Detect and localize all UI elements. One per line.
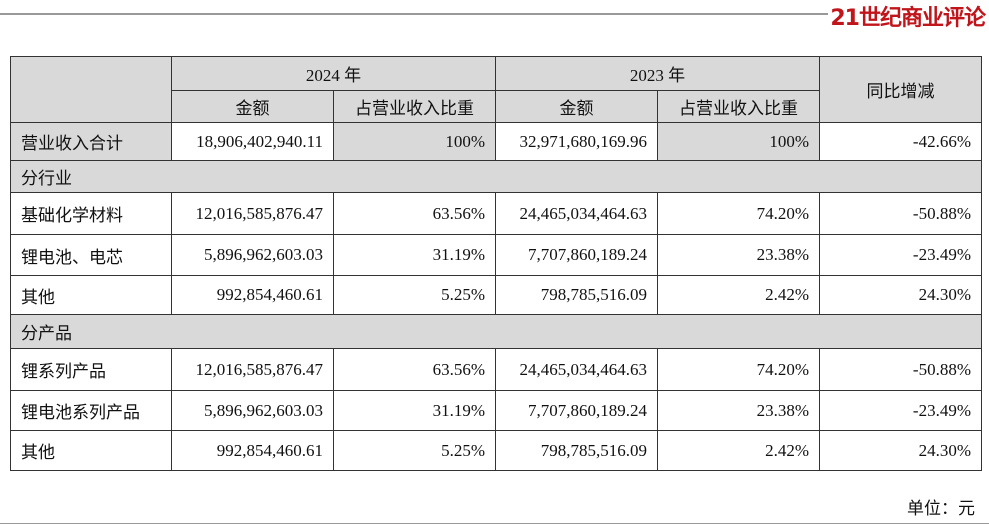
bottom-rule [0, 523, 989, 524]
table-row: 锂系列产品 12,016,585,876.47 63.56% 24,465,034,4… [10, 348, 982, 391]
cell: 23.38% [657, 234, 820, 276]
data-table: 2024 年 2023 年同比增减 金额 占营业收入比重 金额 占营业收入比重 营业收入合计… [10, 56, 982, 471]
table-row: 锂电池、电芯 5,896,962,603.03 31.19% 7,707,860,18… [10, 234, 982, 276]
row-label: 基础化学材料 [10, 192, 172, 235]
row-label: 锂系列产品 [10, 348, 172, 391]
table-row: 锂电池系列产品 5,896,962,603.03 31.19% 7,707,860,1… [10, 390, 982, 431]
change-header: 同比增减 [819, 56, 982, 123]
year-header: 2023 年 [495, 56, 820, 91]
column-header: 占营业收入比重 [333, 90, 496, 123]
cell: 63.56% [333, 348, 496, 391]
cell: 798,785,516.09 [495, 430, 658, 471]
table-row: 基础化学材料 12,016,585,876.47 63.56% 24,465,034,… [10, 192, 982, 235]
cell: 798,785,516.09 [495, 275, 658, 315]
row-label: 其他 [10, 275, 172, 315]
cell: 24,465,034,464.63 [495, 192, 658, 235]
year-header: 2024 年 [171, 56, 496, 91]
section-label: 分产品 [10, 314, 982, 349]
table-row: 营业收入合计 18,906,402,940.11 100% 32,971,680,16… [10, 122, 982, 161]
table-row: 其他 992,854,460.61 5.25% 798,785,516.09 2.42%… [10, 275, 982, 315]
section-label: 分行业 [10, 160, 982, 193]
cell: 74.20% [657, 192, 820, 235]
row-label: 锂电池、电芯 [10, 234, 172, 276]
cell: 24,465,034,464.63 [495, 348, 658, 391]
cell: -23.49% [819, 234, 982, 276]
cell: 5,896,962,603.03 [171, 234, 334, 276]
header-corner [10, 56, 172, 123]
cell: 24.30% [819, 275, 982, 315]
cell: 2.42% [657, 275, 820, 315]
cell: 7,707,860,189.24 [495, 390, 658, 431]
cell: 100% [657, 122, 820, 161]
cell: 2.42% [657, 430, 820, 471]
row-label: 营业收入合计 [10, 122, 172, 161]
row-label: 其他 [10, 430, 172, 471]
cell: 5,896,962,603.03 [171, 390, 334, 431]
cell: 24.30% [819, 430, 982, 471]
column-header: 金额 [171, 90, 334, 123]
cell: 74.20% [657, 348, 820, 391]
cell: 12,016,585,876.47 [171, 348, 334, 391]
cell: 31.19% [333, 390, 496, 431]
cell: 32,971,680,169.96 [495, 122, 658, 161]
cell: -50.88% [819, 192, 982, 235]
header-row: 2024 年 2023 年同比增减 [10, 56, 982, 123]
cell: 31.19% [333, 234, 496, 276]
logo: 21世纪商业评论 [830, 6, 986, 31]
column-header: 金额 [495, 90, 658, 123]
cell: 18,906,402,940.11 [171, 122, 334, 161]
cell: -50.88% [819, 348, 982, 391]
top-rule [0, 13, 828, 15]
cell: 992,854,460.61 [171, 275, 334, 315]
header-row: 金额 占营业收入比重 金额 占营业收入比重 [11, 90, 982, 123]
cell: 23.38% [657, 390, 820, 431]
table-row: 其他 992,854,460.61 5.25% 798,785,516.09 2.42%… [10, 430, 982, 471]
cell: 100% [333, 122, 496, 161]
cell: 7,707,860,189.24 [495, 234, 658, 276]
table-row: 分行业 [10, 160, 982, 193]
cell: 12,016,585,876.47 [171, 192, 334, 235]
cell: 63.56% [333, 192, 496, 235]
row-label: 锂电池系列产品 [10, 390, 172, 431]
table-row: 分产品 [10, 314, 982, 349]
cell: 992,854,460.61 [171, 430, 334, 471]
cell: -42.66% [819, 122, 982, 161]
cell: 5.25% [333, 275, 496, 315]
cell: 5.25% [333, 430, 496, 471]
column-header: 占营业收入比重 [657, 90, 820, 123]
unit-note: 单位：元 [907, 499, 975, 518]
cell: -23.49% [819, 390, 982, 431]
